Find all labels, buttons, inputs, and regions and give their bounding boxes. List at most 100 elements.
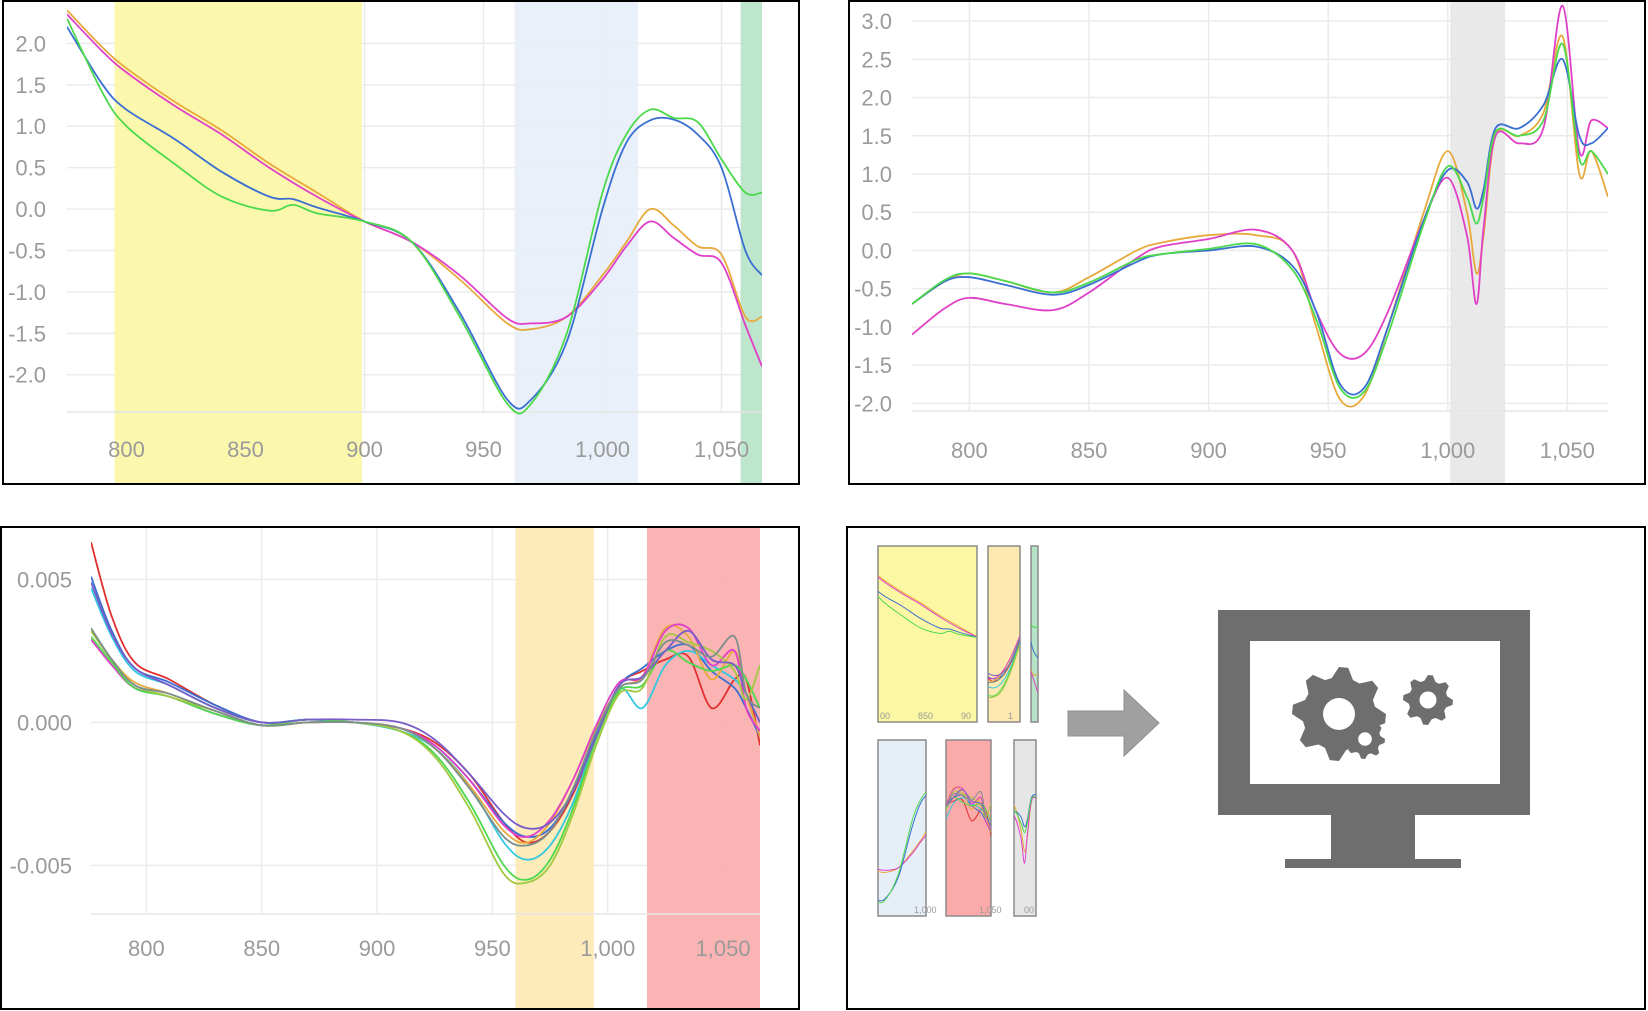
x-tick-label: 950 — [474, 936, 511, 961]
thumb-series-line — [1031, 623, 1038, 628]
y-tick-label: -0.5 — [854, 277, 892, 302]
thumb-yellow-lines — [878, 574, 977, 638]
gear-hole — [1358, 732, 1372, 746]
y-tick-label: 3.0 — [861, 9, 892, 34]
gear-hole — [1323, 698, 1355, 730]
x-tick-label: 1,000 — [1420, 438, 1475, 463]
gear-icon — [1345, 719, 1385, 759]
thumb-tick-label: 1,000 — [914, 905, 937, 915]
thumb-series-line — [878, 791, 926, 904]
chart-panel-top-left: 800 850 900 950 1,000 1,050 2.0 1.5 1.0 0.5 0.0 -0.… — [2, 0, 800, 485]
y-tick-label: 1.0 — [861, 162, 892, 187]
thumb-series-line — [878, 576, 977, 638]
thumb-series-line — [946, 796, 991, 822]
thumb-series-line — [946, 786, 991, 831]
thumb-tick-label: 00 — [1024, 905, 1034, 915]
thumb-green-lines — [1031, 623, 1038, 693]
thumb-orange-lines — [988, 634, 1020, 699]
thumb-series-line — [1031, 640, 1038, 659]
thumb-blue-lines — [878, 791, 926, 904]
y-tick-label: 2.5 — [861, 47, 892, 72]
highlight-band — [514, 2, 639, 483]
x-tick-label: 900 — [346, 437, 383, 462]
y-tick-label: 0.0 — [861, 238, 892, 263]
processing-flow-panel: 00 850 90 1 1,000 1,050 00 — [846, 526, 1646, 1010]
thumb-series-line — [878, 590, 977, 638]
highlight-band — [646, 528, 760, 1008]
y-tick-label: -1.5 — [8, 321, 46, 346]
thumb-tick-label: 90 — [961, 711, 971, 721]
x-tick-label: 950 — [1310, 438, 1347, 463]
thumb-tick-label: 1,050 — [979, 905, 1002, 915]
thumb-series-line — [988, 642, 1020, 699]
thumb-blue — [877, 739, 927, 917]
x-tick-label: 850 — [227, 437, 264, 462]
chart-panel-top-right: 800 850 900 950 1,000 1,050 3.0 2.5 2.0 1.5 1.0 0.5… — [848, 0, 1646, 485]
gear-icon — [1403, 675, 1453, 725]
arrow-right-icon — [1067, 688, 1160, 758]
x-tick-label: 800 — [951, 438, 988, 463]
thumb-series-line — [878, 574, 977, 638]
y-tick-label: 1.5 — [861, 124, 892, 149]
thumb-series-line — [1014, 796, 1036, 864]
gear-hole — [1419, 691, 1437, 709]
chart-panel-bottom-left: 800 850 900 950 1,000 1,050 0.005 0.000 -0.005 — [0, 526, 800, 1010]
series-line-1 — [67, 9, 762, 331]
x-tick-label: 1,000 — [580, 936, 635, 961]
thumb-series-line — [1014, 794, 1036, 828]
x-tick-label: 850 — [243, 936, 280, 961]
spectra-chart-2: 800 850 900 950 1,000 1,050 3.0 2.5 2.0 1.5 1.0 0.5… — [854, 2, 1608, 483]
thumb-series-line — [988, 634, 1020, 680]
x-tick-label: 900 — [1190, 438, 1227, 463]
x-tick-label: 1,000 — [575, 437, 630, 462]
x-tick-label: 800 — [128, 936, 165, 961]
thumb-gray-lines — [1014, 794, 1036, 864]
y-tick-label: 1.5 — [15, 73, 46, 98]
series-line-8 — [91, 581, 760, 830]
thumb-series-line — [988, 639, 1020, 677]
thumb-tick-label: 850 — [918, 711, 933, 721]
series-line-3 — [67, 26, 762, 410]
y-tick-label: 0.0 — [15, 197, 46, 222]
y-tick-label: -0.5 — [8, 238, 46, 263]
thumb-gray — [1013, 739, 1037, 917]
y-tick-label: -2.0 — [8, 363, 46, 388]
y-tick-label: -0.005 — [10, 853, 72, 878]
y-tick-label: -1.5 — [854, 353, 892, 378]
series-line-4 — [67, 18, 762, 415]
y-tick-label: 0.5 — [15, 156, 46, 181]
thumb-series-line — [878, 830, 926, 874]
x-tick-label: 950 — [465, 437, 502, 462]
y-tick-label: 1.0 — [15, 114, 46, 139]
thumb-series-line — [878, 834, 926, 871]
series-line-2 — [67, 13, 762, 367]
thumb-yellow — [877, 545, 978, 723]
y-tick-label: 2.0 — [861, 86, 892, 111]
thumb-series-line — [988, 638, 1020, 680]
x-tick-label: 850 — [1071, 438, 1108, 463]
thumb-tick-label: 1 — [1008, 711, 1013, 721]
series-line-4 — [912, 43, 1608, 399]
monitor-base — [1285, 859, 1461, 868]
y-tick-label: -1.0 — [8, 280, 46, 305]
highlight-band — [114, 2, 363, 483]
monitor-neck — [1331, 815, 1415, 860]
y-tick-label: 0.5 — [861, 200, 892, 225]
y-tick-label: 2.0 — [15, 31, 46, 56]
spectra-chart-3: 800 850 900 950 1,000 1,050 0.005 0.000 -0.005 — [10, 528, 760, 1008]
thumb-green — [1030, 545, 1039, 723]
y-tick-label: 0.005 — [17, 567, 72, 592]
highlight-band — [740, 2, 762, 483]
thumb-red-lines — [946, 786, 991, 836]
x-tick-label: 800 — [108, 437, 145, 462]
thumb-series-line — [878, 595, 977, 638]
thumb-series-line — [1031, 667, 1038, 677]
highlight-band — [1450, 2, 1506, 483]
y-tick-label: -1.0 — [854, 315, 892, 340]
thumb-series-line — [988, 636, 1020, 683]
y-tick-label: 0.000 — [17, 710, 72, 735]
series-line-3 — [912, 58, 1608, 396]
series-line-9 — [91, 627, 760, 847]
thumb-series-line — [946, 791, 991, 822]
thumb-tick-label: 00 — [880, 711, 890, 721]
